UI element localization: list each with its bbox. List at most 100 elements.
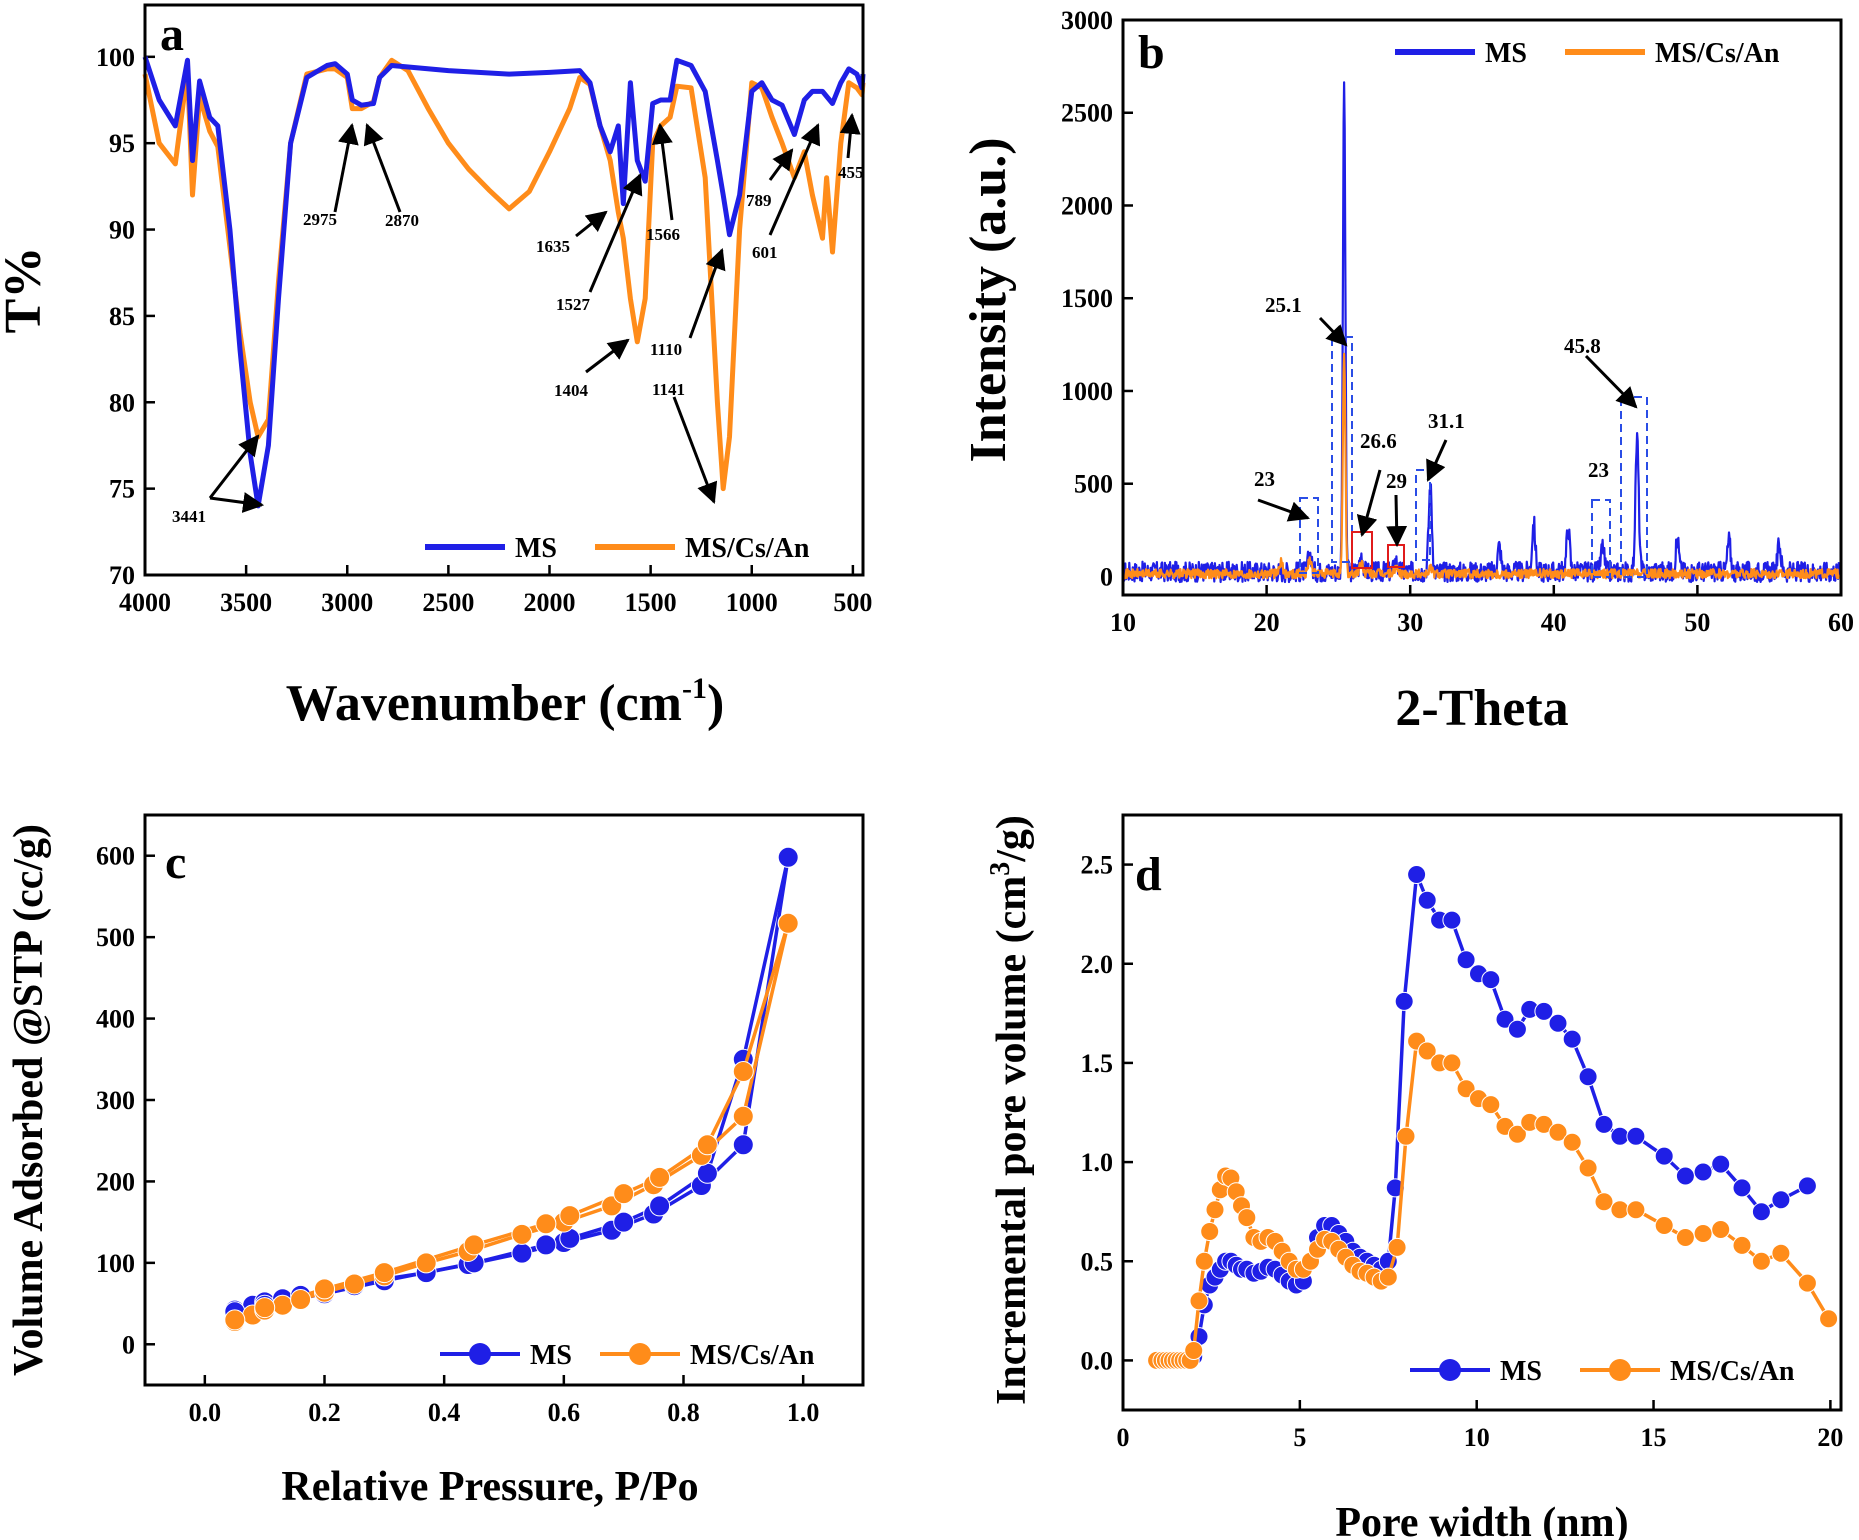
series-b-mscsan [1122, 352, 1843, 580]
point-c-mscsan-desorption [463, 1234, 485, 1256]
panel-c-xtick-label: 0.0 [189, 1398, 222, 1427]
legend-c-ms: MS [530, 1340, 572, 1371]
point-c-ms-desorption [649, 1195, 671, 1217]
panel-a-ytick-label: 95 [109, 129, 135, 158]
point-d-mscsan [1819, 1309, 1839, 1329]
anno-arrow-45-8 [1584, 354, 1638, 409]
anno-1404: 1566 [646, 225, 680, 244]
box-25-1 [1331, 336, 1353, 563]
panel-b-xlabel: 2-Theta [1395, 680, 1568, 737]
panel-b-xrd: 10 20 30 40 50 60 0 500 1000 1500 2000 2500 3000 b I… [960, 6, 1854, 737]
point-d-mscsan [1378, 1267, 1398, 1287]
panel-d-ytick-label: 2.0 [1081, 950, 1114, 979]
anno-arrow-3441b [209, 492, 265, 513]
point-d-mscsan [1751, 1251, 1771, 1271]
panel-b-xtick-label: 60 [1828, 608, 1854, 637]
point-c-mscsan-desorption [535, 1213, 557, 1235]
panel-b-ytick-label: 1000 [1061, 377, 1113, 406]
point-d-ms [1507, 1019, 1527, 1039]
panel-b-ytick-label: 2000 [1061, 191, 1113, 220]
point-d-ms [1594, 1114, 1614, 1134]
point-c-mscsan-desorption [613, 1183, 635, 1205]
anno-arrow-29 [1386, 494, 1408, 548]
panel-c-legend: MS MS/Cs/An [440, 1340, 815, 1371]
anno-arrow-789 [768, 148, 794, 181]
point-d-mscsan [1396, 1126, 1416, 1146]
panel-b-annotations: 25.1 23 26.6 29 31.1 45.8 23 [1254, 293, 1638, 548]
point-d-mscsan [1481, 1095, 1501, 1115]
panel-d-frame [1121, 813, 1843, 1412]
point-d-mscsan [1442, 1053, 1462, 1073]
box-23-right [1591, 499, 1611, 578]
point-d-ms [1610, 1126, 1630, 1146]
anno-1566: 1404 [554, 381, 589, 400]
point-c-ms-adsorption [511, 1242, 533, 1264]
panel-c-ytick-label: 200 [96, 1167, 135, 1196]
point-d-ms [1675, 1166, 1695, 1186]
panel-a-xlabel-main: Wavenumber (cm [286, 675, 682, 732]
point-d-mscsan [1797, 1273, 1817, 1293]
panel-d-ytick-label: 0.5 [1081, 1247, 1114, 1276]
point-c-mscsan-adsorption [272, 1294, 294, 1316]
point-c-ms-desorption [777, 846, 799, 868]
point-d-ms [1654, 1146, 1674, 1166]
panel-c-ytick-label: 100 [96, 1249, 135, 1278]
panel-b-xtick-label: 30 [1397, 608, 1423, 637]
point-d-mscsan [1562, 1132, 1582, 1152]
panel-b-ytick-label: 2500 [1061, 99, 1113, 128]
point-d-ms [1711, 1154, 1731, 1174]
panel-d-pore-distribution: 0 5 10 15 20 0.0 0.5 1.0 1.5 2.0 2.5 d Incremental… [985, 813, 1843, 1540]
point-c-mscsan-desorption [314, 1278, 335, 1300]
anno-arrow-1527 [588, 173, 643, 293]
legend-c-mscsan-marker [629, 1343, 651, 1365]
anno-arrow-1141 [672, 396, 718, 504]
point-d-ms [1797, 1176, 1817, 1196]
point-d-mscsan [1610, 1200, 1630, 1220]
point-d-mscsan [1417, 1041, 1437, 1061]
anno-arrow-455 [839, 112, 861, 159]
point-d-mscsan [1654, 1216, 1674, 1235]
point-c-mscsan-desorption [649, 1166, 671, 1188]
panel-a-legend: MS MS/Cs/An [425, 533, 810, 564]
legend-a-ms: MS [515, 533, 557, 564]
panel-d-ytick-label: 0.0 [1081, 1346, 1114, 1375]
panel-b-ytick-label: 1500 [1061, 284, 1113, 313]
point-d-ms [1732, 1178, 1752, 1198]
panel-a-ytick-label: 70 [109, 561, 135, 590]
panel-d-label: d [1135, 848, 1162, 901]
panel-c-ytick-label: 600 [96, 842, 135, 871]
point-c-ms-desorption [613, 1211, 635, 1233]
point-d-mscsan [1200, 1222, 1220, 1241]
point-d-ms [1456, 950, 1476, 970]
panel-a-ticks: 4000 3500 3000 2500 2000 1500 1000 500 70 75 80 85 9… [96, 43, 872, 617]
panel-b-xtick-label: 10 [1110, 608, 1136, 637]
point-d-mscsan [1578, 1158, 1598, 1178]
panel-d-ylabel: Incremental pore volume (cm3/g) [985, 815, 1035, 1405]
panel-d-xtick-label: 15 [1641, 1423, 1667, 1452]
panel-c-xtick-label: 1.0 [787, 1398, 820, 1427]
anno-1527: 1527 [556, 295, 591, 314]
box-31-1 [1415, 469, 1431, 561]
anno-789: 789 [746, 191, 772, 210]
panel-a-xlabel-end: ) [707, 675, 724, 732]
legend-c-ms-marker [469, 1343, 491, 1365]
anno-1141: 1141 [652, 380, 685, 399]
panel-d-ylabel-sup: 3 [985, 862, 1016, 876]
point-d-mscsan [1594, 1192, 1614, 1212]
point-d-ms [1495, 1009, 1515, 1029]
point-d-mscsan [1237, 1208, 1257, 1228]
point-c-mscsan-desorption [254, 1297, 276, 1319]
legend-d-ms-marker [1439, 1359, 1461, 1381]
panel-a-annotations: 3441 2975 2870 1635 1527 1404 1566 1110 … [172, 112, 864, 526]
point-c-mscsan-desorption [777, 912, 799, 934]
point-d-ms [1442, 910, 1462, 930]
panel-c-plot-area [145, 815, 863, 1385]
point-d-mscsan [1507, 1124, 1527, 1144]
panel-b-xtick-label: 50 [1684, 608, 1710, 637]
panel-b-ticks: 10 20 30 40 50 60 0 500 1000 1500 2000 2500 3000 [1061, 6, 1854, 637]
panel-a-xtick-label: 2000 [524, 588, 576, 617]
panel-d-ytick-label: 1.0 [1081, 1148, 1114, 1177]
panel-c-series [224, 846, 799, 1332]
panel-b-xtick-label: 20 [1254, 608, 1280, 637]
point-d-mscsan [1387, 1237, 1407, 1257]
